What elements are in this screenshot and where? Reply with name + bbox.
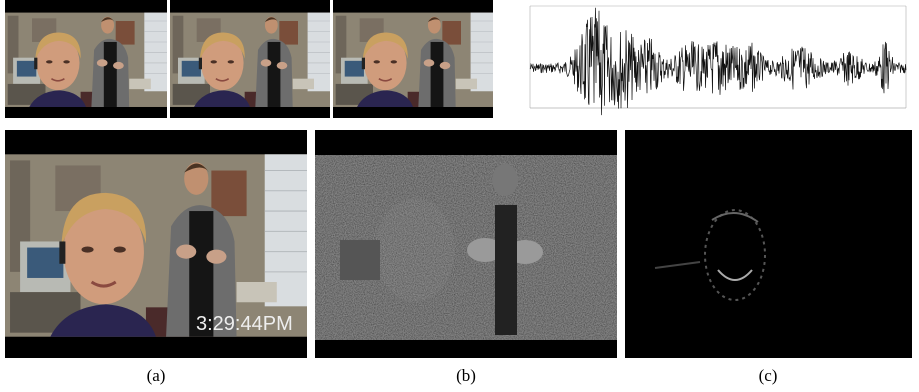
difference-image: [315, 130, 617, 358]
figure: 3:29:44PM (a) (b) (c): [0, 0, 919, 392]
timestamp: 3:29:44PM: [196, 313, 293, 335]
video-frame: [170, 0, 330, 118]
audio-waveform-panel: [520, 0, 914, 118]
video-frame: [5, 0, 167, 118]
caption: (b): [456, 366, 476, 385]
caption: (c): [759, 366, 778, 385]
motion-image: [625, 130, 912, 358]
caption: (a): [147, 366, 166, 385]
video-frame: [333, 0, 493, 118]
